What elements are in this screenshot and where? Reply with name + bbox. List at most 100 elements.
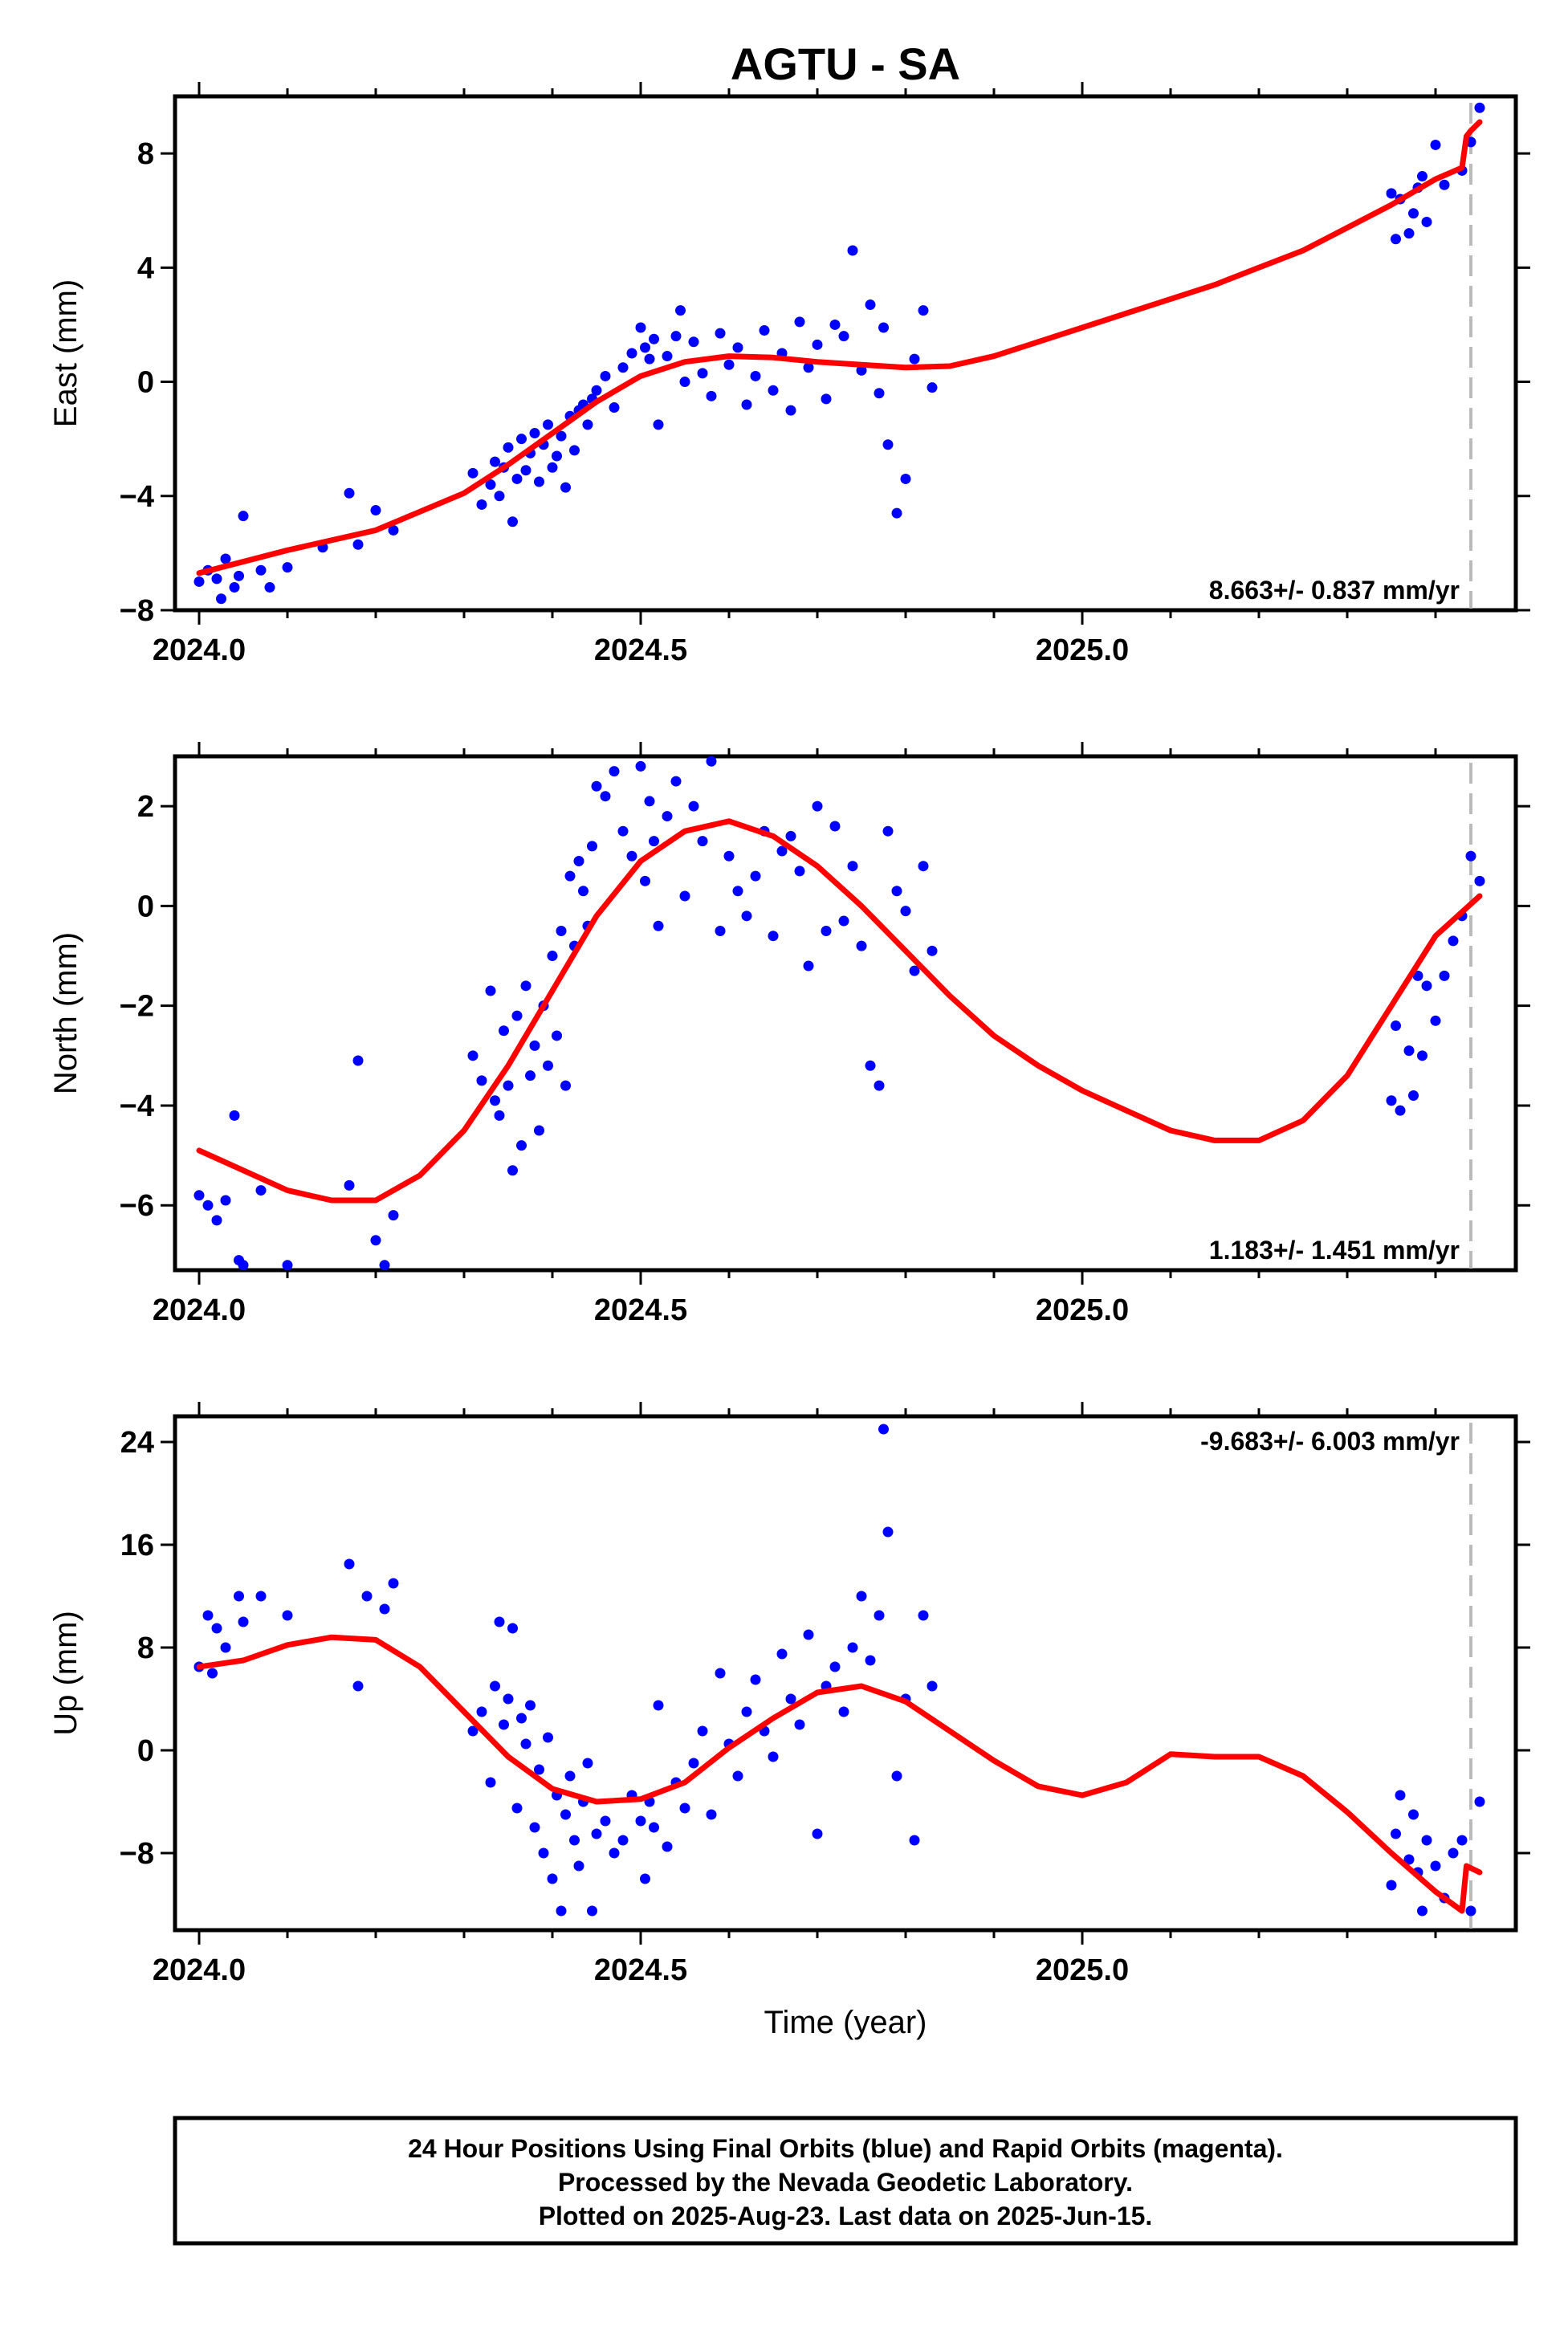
north-data-point <box>653 920 664 931</box>
north-data-point <box>525 1070 536 1081</box>
up-data-point <box>640 1873 650 1884</box>
up-data-point <box>838 1706 849 1717</box>
north-data-point <box>202 1200 214 1211</box>
north-data-point <box>529 1040 540 1051</box>
east-data-point <box>878 322 889 333</box>
east-data-point <box>812 339 823 350</box>
east-data-point <box>516 434 527 445</box>
up-data-point <box>560 1809 571 1820</box>
north-data-point <box>927 945 938 956</box>
up-data-point <box>635 1815 646 1827</box>
up-data-point <box>255 1591 267 1602</box>
east-frame <box>173 94 1518 613</box>
up-data-point <box>1430 1860 1441 1872</box>
north-data-point <box>255 1185 267 1196</box>
east-data-point <box>635 322 646 333</box>
east-data-point <box>706 390 717 401</box>
east-data-point <box>741 399 752 410</box>
east-x-tick-label: 2024.0 <box>153 633 246 667</box>
up-data-point <box>490 1680 500 1692</box>
east-fit-line <box>196 119 1483 576</box>
up-data-point <box>556 1905 567 1917</box>
up-data-point <box>507 1623 518 1634</box>
east-data-point <box>1439 179 1450 190</box>
east-data-point <box>715 328 726 339</box>
up-data-point <box>1448 1847 1459 1859</box>
up-data-point <box>909 1835 920 1846</box>
up-data-point <box>582 1758 593 1769</box>
up-data-point <box>776 1648 788 1660</box>
north-data-point <box>697 836 708 847</box>
up-data-point <box>1391 1828 1401 1839</box>
up-data-point <box>361 1591 373 1602</box>
up-data-point <box>768 1751 779 1762</box>
north-data-point <box>499 1025 509 1037</box>
up-data-point <box>829 1661 841 1672</box>
east-data-point <box>560 482 571 493</box>
up-data-point <box>591 1828 602 1839</box>
north-data-point <box>847 861 858 872</box>
up-data-point <box>794 1719 805 1730</box>
up-data-point <box>525 1700 536 1711</box>
up-data-point <box>600 1815 611 1827</box>
chart-title: AGTU - SA <box>731 39 960 89</box>
north-data-point <box>379 1260 390 1270</box>
north-data-point <box>238 1260 249 1270</box>
footer-line-3: Plotted on 2025-Aug-23. Last data on 202… <box>539 2202 1153 2230</box>
up-data-point <box>732 1770 743 1782</box>
east-data-point <box>670 331 682 342</box>
north-data-point <box>193 1190 205 1201</box>
up-data-point <box>617 1835 629 1846</box>
north-data-point <box>352 1055 364 1066</box>
east-data-point <box>874 388 885 399</box>
north-data-point <box>229 1110 240 1121</box>
north-data-point <box>282 1260 293 1270</box>
east-data-point <box>547 462 558 473</box>
north-data-point <box>591 780 602 792</box>
east-data-point <box>909 353 920 365</box>
north-data-point <box>220 1195 231 1206</box>
up-data-point <box>352 1680 364 1692</box>
north-data-point <box>723 850 735 862</box>
east-data-point <box>520 465 531 476</box>
up-y-tick-label: 8 <box>137 1631 154 1665</box>
north-data-point <box>511 1010 523 1021</box>
east-data-point <box>1403 228 1415 239</box>
up-data-point <box>706 1809 717 1820</box>
north-data-point <box>1395 1105 1406 1116</box>
up-data-point <box>211 1623 222 1634</box>
north-data-point <box>856 940 867 951</box>
north-data-point <box>829 821 841 832</box>
up-data-point <box>856 1591 867 1602</box>
north-data-point <box>649 836 659 847</box>
east-data-point <box>591 385 602 396</box>
north-data-point <box>547 951 558 962</box>
up-data-point <box>649 1822 659 1833</box>
north-data-point <box>1465 850 1476 862</box>
up-data-point <box>485 1777 496 1788</box>
east-data-point <box>255 564 267 576</box>
north-data-point <box>543 1060 553 1071</box>
up-fit-line <box>196 1634 1483 1914</box>
up-rate-label: -9.683+/- 6.003 mm/yr <box>1200 1427 1460 1456</box>
east-data-point <box>750 370 761 381</box>
east-data-point <box>556 430 567 442</box>
up-data-point <box>688 1758 699 1769</box>
east-data-point <box>617 362 629 373</box>
north-data-point <box>211 1215 222 1226</box>
up-data-point <box>874 1610 885 1621</box>
east-panel: 2024.0 2024.5 2025.0 −8 −4 0 4 8 East (mm) 8.663+… <box>48 82 1530 667</box>
up-data-point <box>1386 1880 1397 1891</box>
east-data-point <box>552 450 562 462</box>
east-data-point <box>1430 139 1441 150</box>
north-data-point <box>768 931 779 942</box>
up-data-point <box>282 1610 293 1621</box>
east-data-point <box>264 582 275 593</box>
east-data-point <box>529 428 540 439</box>
up-frame <box>173 1414 1518 1933</box>
up-panel: 2024.0 2024.5 2025.0 −8 0 8 16 24 Up (mm) -9.683+… <box>48 1402 1530 1987</box>
east-data-point <box>352 539 364 550</box>
up-data-point <box>511 1802 523 1814</box>
north-data-point <box>1448 935 1459 947</box>
